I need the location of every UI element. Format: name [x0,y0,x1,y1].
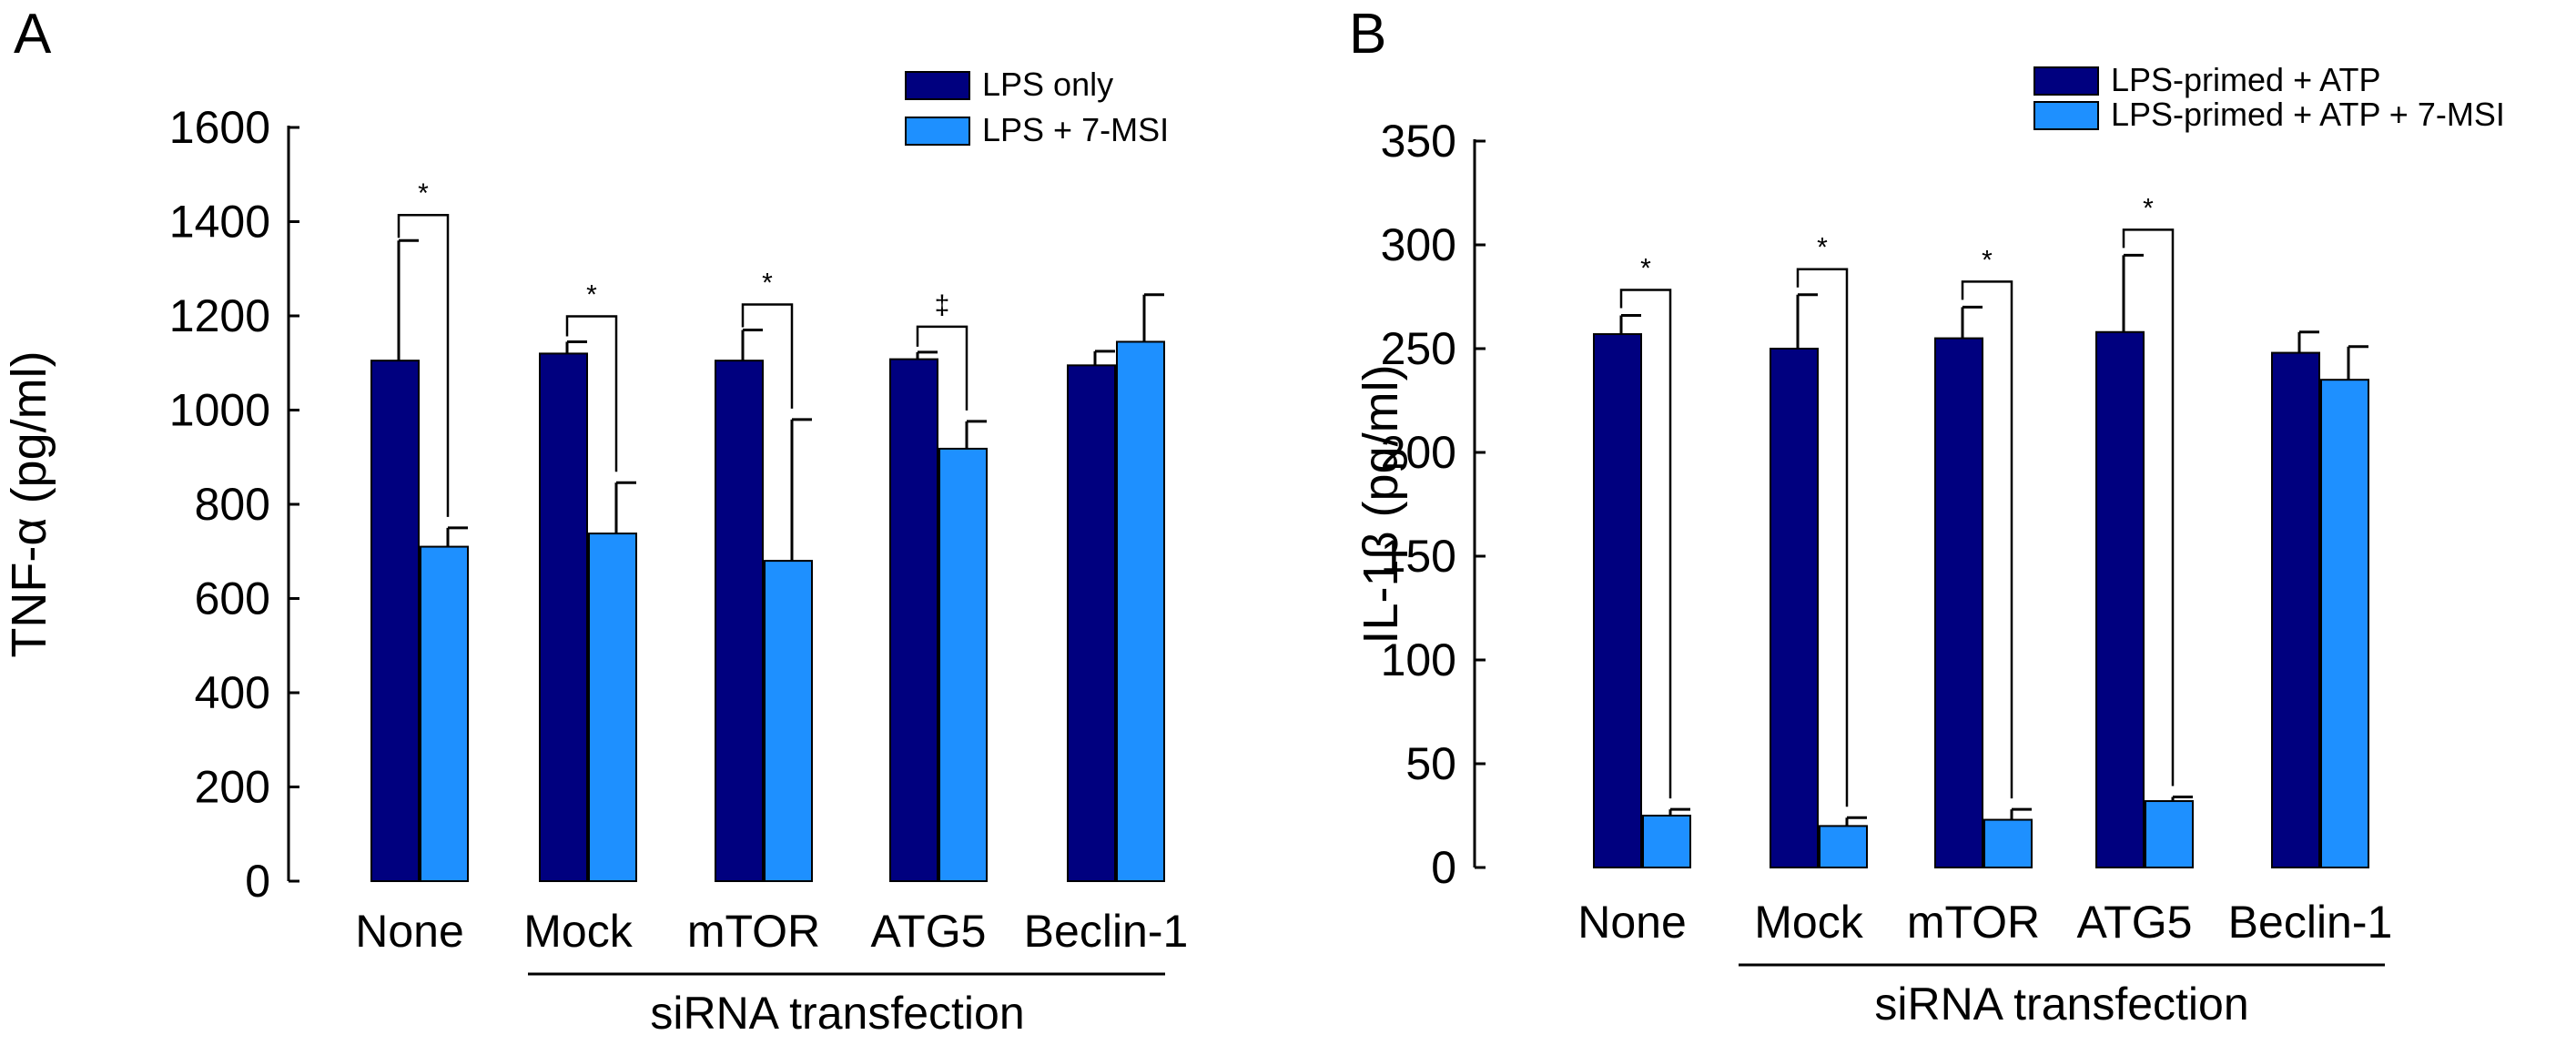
category-label: ATG5 [2077,897,2193,948]
bar-series-1 [1934,337,1983,869]
bar-series-2 [1819,825,1868,869]
y-tick-label: 100 [1381,634,1456,685]
group-label: siRNA transfection [650,988,1024,1039]
bar-series-2 [938,447,988,882]
bar-series-2 [1642,815,1691,868]
bar-series-1 [370,360,420,883]
significance-bracket [2122,228,2175,786]
bar-series-1 [1770,348,1819,868]
panel-b-letter: B [1349,3,1386,66]
y-tick-label: 150 [1381,531,1456,582]
category-label: None [355,906,464,957]
significance-bracket [565,315,618,472]
group-label: siRNA transfection [1874,979,2248,1030]
y-tick-label: 50 [1405,738,1456,789]
significance-marker: * [762,269,773,299]
significance-bracket [1961,280,2013,799]
bar-series-2 [420,545,469,882]
category-label: None [1577,897,1687,948]
y-tick-label: 1000 [169,385,270,436]
category-label: mTOR [1907,897,2040,948]
legend-label: LPS only [982,66,1113,103]
category-label: Beclin-1 [1024,906,1189,957]
y-tick-label: 250 [1381,323,1456,374]
legend-swatch [2033,66,2099,96]
y-tick-label: 200 [1381,427,1456,478]
bar-series-2 [2320,379,2369,868]
y-tick-label: 350 [1381,116,1456,167]
y-tick-label: 0 [1431,842,1456,893]
y-tick-label: 800 [195,479,270,530]
y-tick-label: 1200 [169,290,270,341]
panel-b: B 0 50 100 150 200 250 300 350 IL-1β (pg/ml) None… [1349,3,2505,1030]
legend-label: LPS-primed + ATP + 7-MSI [2111,96,2505,133]
significance-marker: * [586,279,597,309]
significance-marker: * [1640,254,1651,284]
y-tick-label: 0 [245,856,270,907]
category-label: Beclin-1 [2228,897,2393,948]
category-label: Mock [523,906,633,957]
bar-series-1 [2095,330,2145,868]
bar-series-1 [1593,333,1642,869]
significance-marker: * [1982,245,1993,275]
y-tick-label: 600 [195,573,270,624]
bar-series-1 [715,360,764,883]
legend-swatch [905,117,970,146]
bar-series-1 [539,352,588,882]
panel-a-letter: A [14,3,52,66]
significance-bracket [397,213,450,517]
bar-series-2 [1116,340,1165,882]
panel-a: A 0 200 400 600 800 1000 1200 1400 1600 TNF-α (pg… [2,3,1188,1039]
y-axis-title: IL-1β (pg/ml) [1354,364,1408,644]
bar-series-2 [588,533,637,883]
y-tick-label: 400 [195,667,270,718]
bar-series-1 [1067,364,1116,882]
legend-label: LPS + 7-MSI [982,111,1169,148]
bar-series-1 [889,358,938,882]
significance-marker: * [1817,233,1828,263]
category-label: mTOR [687,906,820,957]
category-label: ATG5 [871,906,987,957]
y-tick-label: 1600 [169,102,270,153]
significance-bracket [1796,268,1849,807]
bar-series-2 [764,560,813,882]
y-tick-label: 200 [195,762,270,813]
legend-swatch [2033,101,2099,130]
y-axis-title: TNF-α (pg/ml) [2,350,56,657]
y-tick-label: 300 [1381,219,1456,270]
significance-marker: ‡ [935,290,950,320]
category-label: Mock [1754,897,1863,948]
legend-label: LPS-primed + ATP [2111,61,2380,98]
y-tick-label: 1400 [169,197,270,248]
significance-bracket [916,325,969,411]
legend-swatch [905,71,970,100]
significance-marker: * [2143,193,2154,223]
bar-series-2 [2145,800,2194,868]
significance-marker: * [418,178,429,208]
bar-series-1 [2271,351,2320,868]
significance-bracket [741,303,794,409]
significance-bracket [1619,289,1672,799]
bar-series-2 [1983,818,2033,868]
